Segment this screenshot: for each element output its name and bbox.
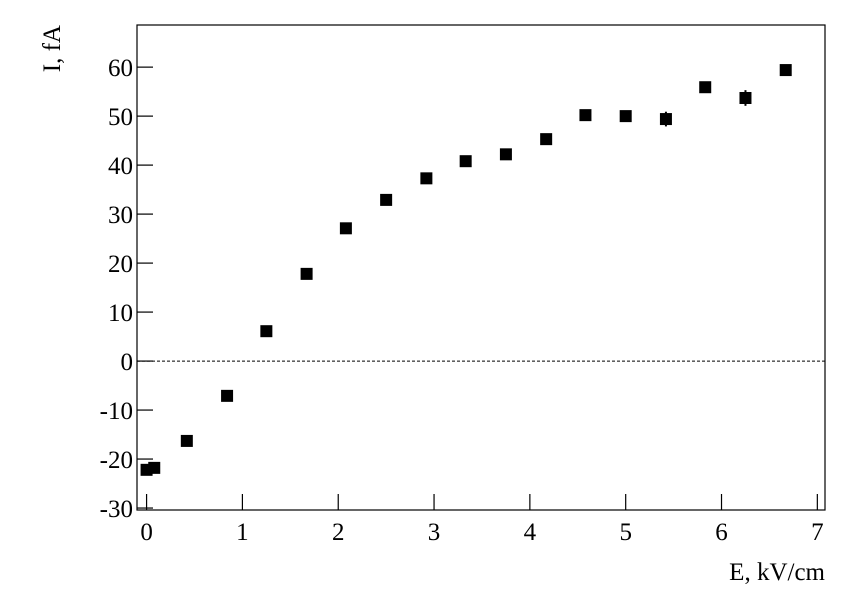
y-tick-label: -30 [100, 496, 133, 523]
point [260, 325, 273, 338]
y-tick-label: 30 [108, 202, 133, 229]
point [699, 81, 712, 94]
x-axis-label: E, kV/cm [729, 559, 825, 586]
x-tick-label: 3 [428, 519, 441, 546]
x-tick-label: 6 [715, 519, 728, 546]
point [499, 148, 512, 161]
plot-frame [136, 24, 826, 511]
point [221, 389, 234, 402]
y-tick-label: 40 [108, 153, 133, 180]
x-tick-label: 7 [811, 519, 824, 546]
y-tick-label: 60 [108, 55, 133, 82]
point [540, 133, 553, 146]
y-tick-label: 20 [108, 251, 133, 278]
point [579, 109, 592, 122]
y-tick-label: -10 [100, 398, 133, 425]
point [300, 267, 313, 280]
x-tick-label: 2 [332, 519, 345, 546]
point [459, 155, 472, 168]
x-tick-label: 4 [524, 519, 537, 546]
point [619, 110, 632, 123]
y-axis-label: I, fA [39, 25, 66, 72]
point [739, 91, 752, 104]
x-tick-label: 5 [619, 519, 632, 546]
y-tick-label: -20 [100, 447, 133, 474]
y-tick-label: 10 [108, 300, 133, 327]
point [779, 64, 792, 77]
point [420, 172, 433, 185]
point [148, 461, 161, 474]
x-tick-label: 1 [236, 519, 249, 546]
y-tick-label: 0 [121, 349, 134, 376]
point [180, 434, 193, 447]
x-tick-label: 0 [140, 519, 153, 546]
point [659, 113, 672, 126]
point [339, 222, 352, 235]
y-tick-label: 50 [108, 104, 133, 131]
point [380, 193, 393, 206]
